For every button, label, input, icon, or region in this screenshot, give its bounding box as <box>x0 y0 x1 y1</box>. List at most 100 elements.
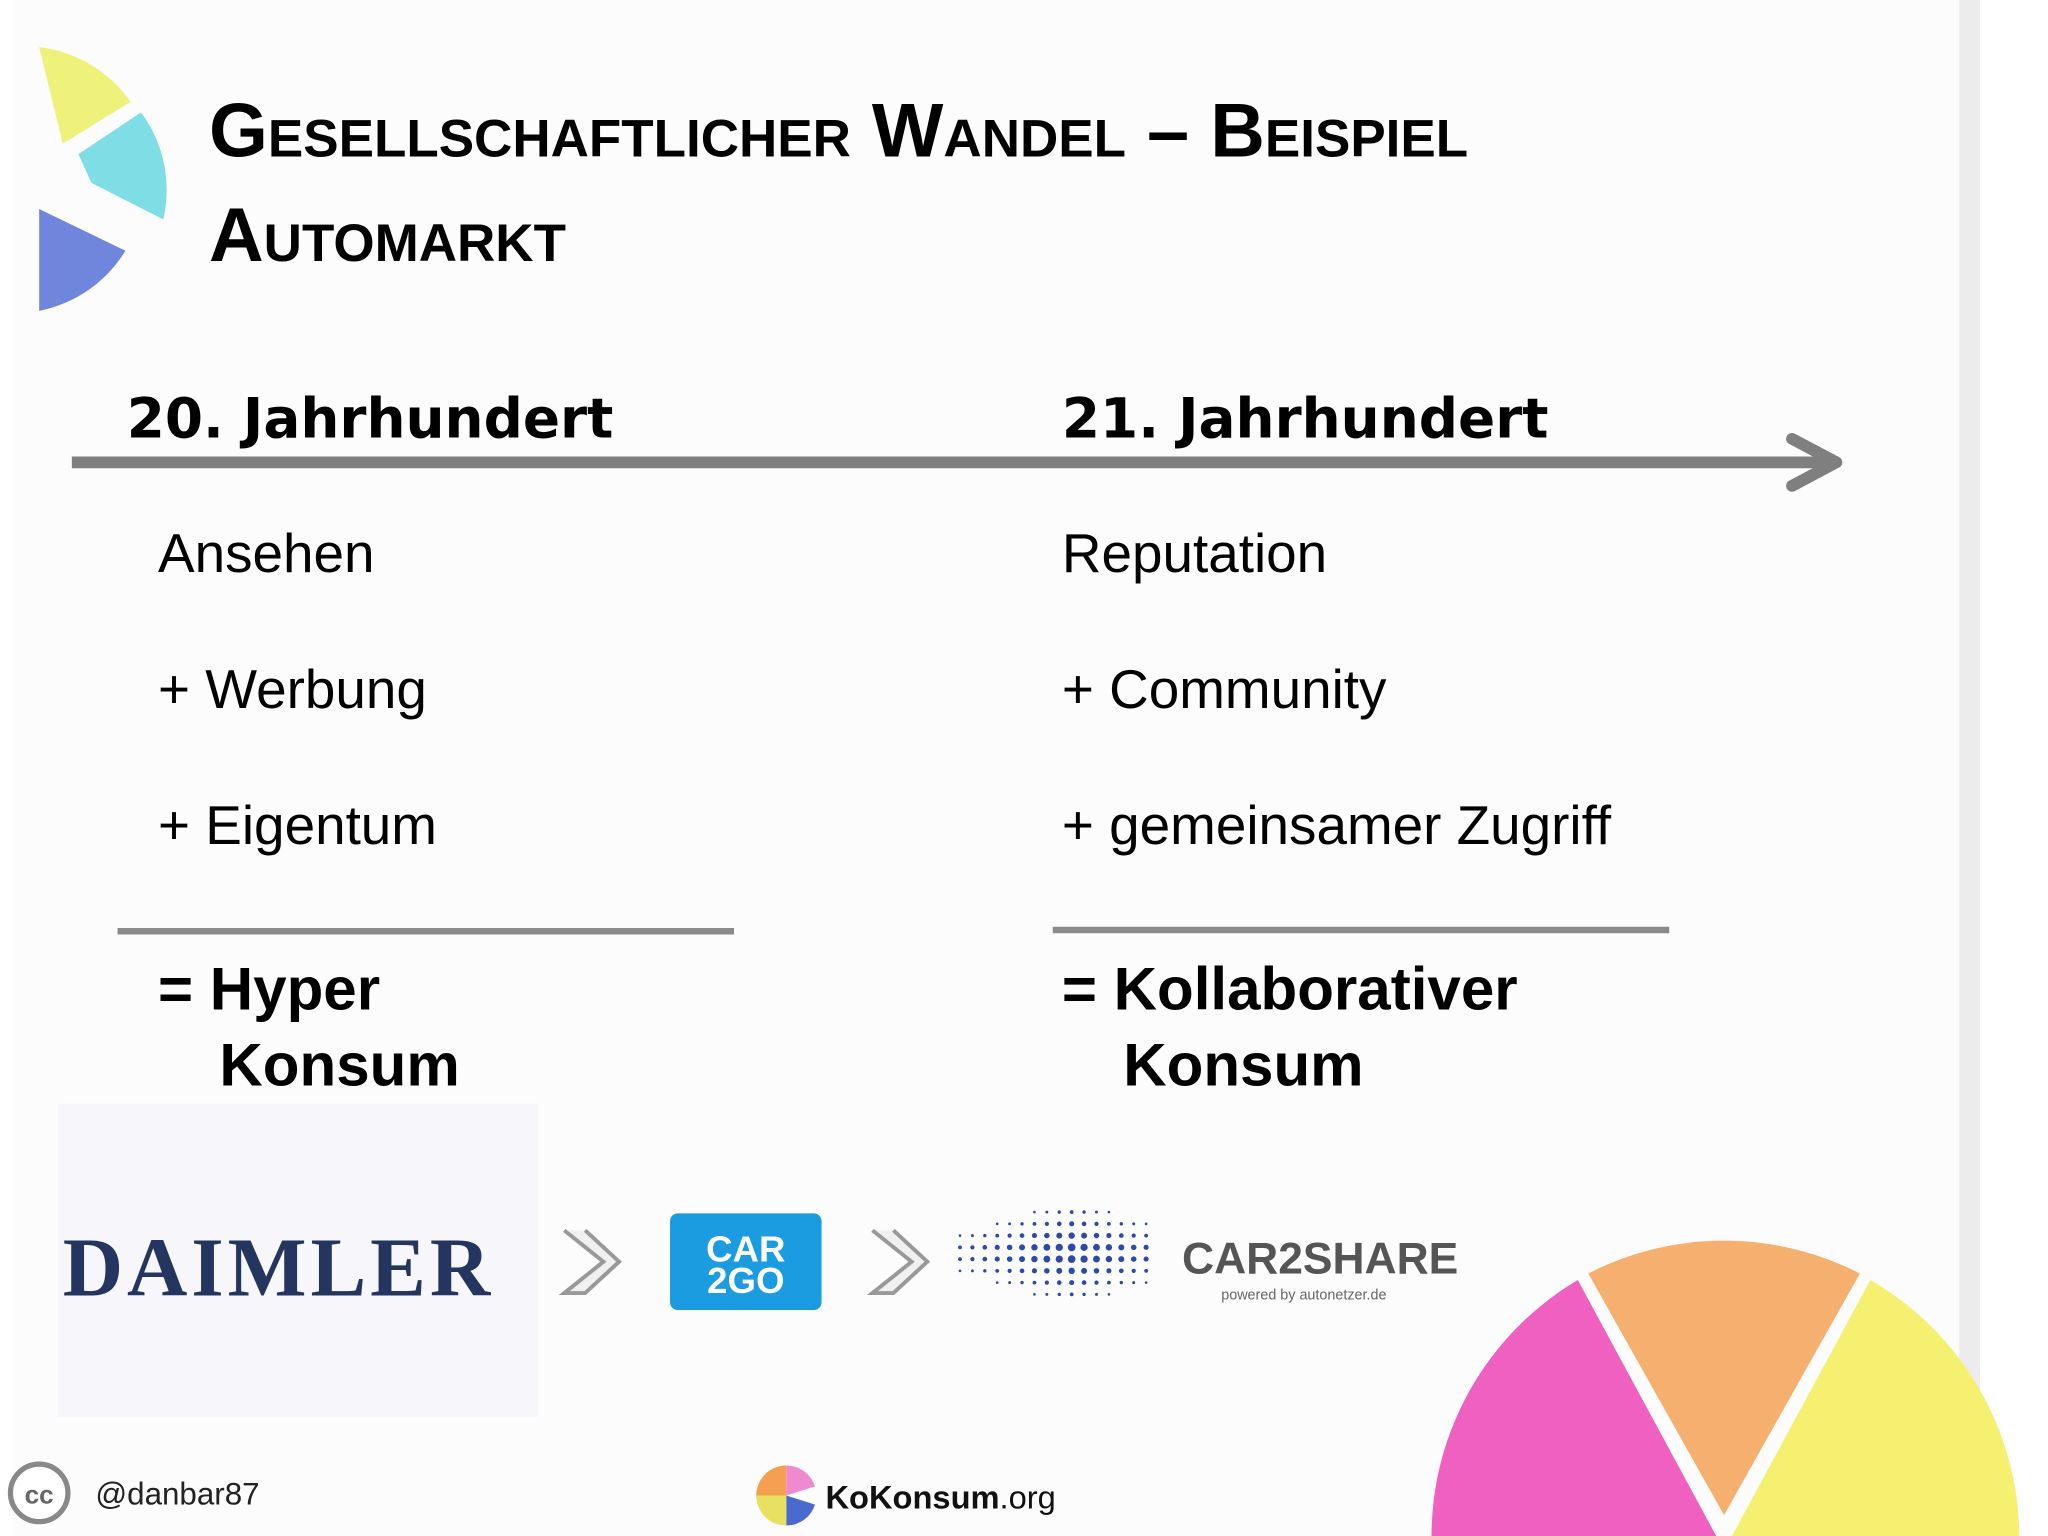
dot <box>1094 1280 1099 1285</box>
dot <box>1031 1255 1038 1263</box>
dot <box>1131 1233 1136 1238</box>
title: Automarkt <box>209 193 566 278</box>
dot <box>1044 1232 1050 1239</box>
car2share-graphic <box>958 1210 1149 1297</box>
dot <box>1105 1244 1113 1251</box>
daimler-logo: DAIMLER <box>63 1223 494 1315</box>
dot <box>1067 1243 1076 1252</box>
dot <box>1143 1256 1149 1262</box>
dot <box>994 1244 1000 1250</box>
chevron <box>866 1228 931 1296</box>
dot <box>1106 1233 1112 1239</box>
dot <box>1032 1221 1037 1226</box>
title: Gesellschaftlicher Wandel – Beispiel <box>209 89 1468 174</box>
dot <box>1132 1222 1136 1226</box>
dot <box>995 1268 1000 1273</box>
dot <box>1043 1255 1051 1263</box>
dot <box>1118 1256 1125 1263</box>
dot <box>1080 1255 1088 1263</box>
car2go-text: 2GO <box>707 1260 784 1301</box>
dot <box>1105 1255 1113 1263</box>
corner-semicircle <box>1431 1240 2020 1536</box>
dot <box>1131 1268 1136 1273</box>
dot <box>1093 1232 1100 1239</box>
item: + Werbung <box>158 658 427 720</box>
dot <box>1056 1267 1063 1274</box>
result: Konsum <box>1123 1031 1363 1098</box>
dot <box>1032 1280 1037 1285</box>
dot <box>958 1257 962 1261</box>
dot <box>1044 1221 1049 1226</box>
dot <box>1019 1233 1025 1238</box>
column-header: 20. Jahrhundert <box>127 387 614 451</box>
author: @danbar87 <box>95 1477 259 1512</box>
dot <box>958 1234 962 1237</box>
dot <box>982 1245 988 1250</box>
dot <box>1056 1280 1062 1285</box>
kokonsum-icon <box>756 1465 816 1526</box>
dot <box>1130 1256 1137 1262</box>
item: + Community <box>1062 658 1387 720</box>
dot <box>1119 1280 1123 1285</box>
dot <box>1132 1281 1136 1285</box>
result: = Hyper <box>158 956 380 1023</box>
dot <box>1043 1243 1051 1251</box>
dot <box>1019 1244 1026 1251</box>
dot <box>1144 1222 1148 1226</box>
dot <box>970 1256 975 1262</box>
dot <box>1020 1222 1024 1226</box>
dot <box>1094 1221 1099 1226</box>
dot <box>1019 1268 1025 1274</box>
car2share-sub: powered by autonetzer.de <box>1221 1288 1386 1304</box>
dot <box>970 1234 974 1238</box>
item: Reputation <box>1062 522 1327 584</box>
dot <box>1007 1233 1012 1238</box>
dot <box>958 1269 962 1273</box>
dot <box>1082 1210 1086 1214</box>
dot <box>1019 1256 1026 1263</box>
result: = Kollaborativer <box>1062 956 1518 1023</box>
dot <box>1107 1280 1111 1285</box>
dot <box>1031 1268 1037 1274</box>
dot <box>1068 1232 1075 1239</box>
dot <box>983 1233 987 1238</box>
dot <box>1057 1292 1061 1297</box>
chevron <box>558 1228 622 1296</box>
dot <box>1093 1255 1100 1263</box>
dot <box>983 1269 987 1273</box>
dot <box>1106 1268 1112 1274</box>
dot <box>1081 1221 1087 1227</box>
dot <box>1119 1222 1123 1226</box>
dot <box>1107 1221 1111 1226</box>
dot <box>994 1256 1000 1262</box>
license: cc <box>25 1479 54 1509</box>
dot <box>1008 1222 1012 1226</box>
dot <box>1006 1244 1013 1251</box>
dot <box>1044 1280 1049 1285</box>
dot <box>1080 1243 1088 1251</box>
dot <box>1069 1221 1075 1227</box>
right-border <box>1959 0 1981 1536</box>
dot <box>1045 1292 1049 1296</box>
site-name: KoKonsum <box>825 1479 999 1516</box>
dot <box>1069 1292 1074 1297</box>
dot <box>1095 1292 1098 1296</box>
cc-icon <box>7 1461 71 1525</box>
logo-background <box>57 1103 539 1418</box>
car2share-logo: CAR2SHARE <box>1182 1234 1458 1283</box>
result: Konsum <box>219 1031 459 1098</box>
column-header: 21. Jahrhundert <box>1062 387 1549 451</box>
car2go-text: CAR <box>706 1229 785 1270</box>
dot <box>1118 1268 1124 1274</box>
dot <box>1006 1256 1013 1262</box>
dot <box>1044 1268 1050 1274</box>
dot <box>1045 1210 1049 1214</box>
dot <box>1081 1232 1088 1239</box>
item: + gemeinsamer Zugriff <box>1062 794 1612 856</box>
dot <box>1056 1232 1063 1239</box>
dot <box>958 1245 962 1250</box>
dot <box>1033 1210 1036 1214</box>
dot <box>1031 1244 1038 1251</box>
dot <box>1055 1243 1063 1251</box>
corner-logo <box>39 47 167 311</box>
